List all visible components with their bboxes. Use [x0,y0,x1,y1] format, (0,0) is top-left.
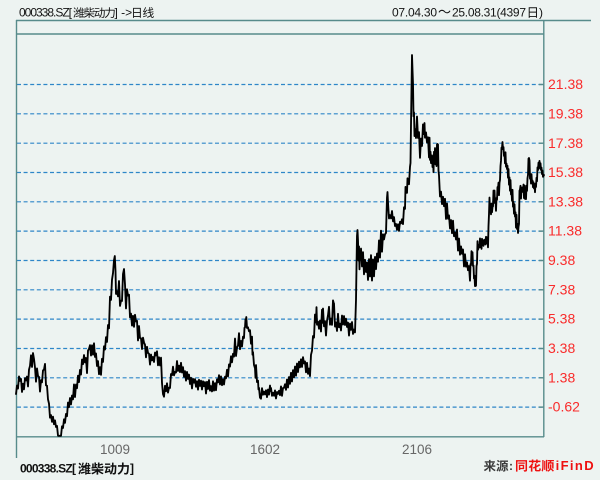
svg-text:17.38: 17.38 [548,135,583,151]
svg-text:): ) [539,6,543,20]
svg-text:3.38: 3.38 [548,340,575,356]
svg-text:2106: 2106 [402,442,432,457]
svg-text:]: ] [130,462,134,476]
svg-text:19.38: 19.38 [548,105,583,121]
svg-text:-0.62: -0.62 [548,399,580,415]
svg-text:000338.SZ[: 000338.SZ[ [19,6,73,20]
svg-text:21.38: 21.38 [548,76,583,92]
svg-text:9.38: 9.38 [548,252,575,268]
svg-text:7.38: 7.38 [548,281,575,297]
svg-text:07.04.30: 07.04.30 [392,6,437,20]
svg-text:1009: 1009 [100,442,130,457]
svg-text:5.38: 5.38 [548,311,575,327]
svg-text:25.08.31(4397: 25.08.31(4397 [452,6,526,20]
svg-text:11.38: 11.38 [548,223,582,239]
svg-text:iFinD: iFinD [556,458,594,473]
svg-text:1.38: 1.38 [548,369,575,385]
svg-text:13.38: 13.38 [548,193,583,209]
svg-text:1602: 1602 [250,442,280,457]
svg-text::: : [509,459,513,473]
svg-text:] ->: ] -> [115,6,133,20]
svg-text:000338.SZ[: 000338.SZ[ [20,462,76,476]
svg-text:15.38: 15.38 [548,164,583,180]
